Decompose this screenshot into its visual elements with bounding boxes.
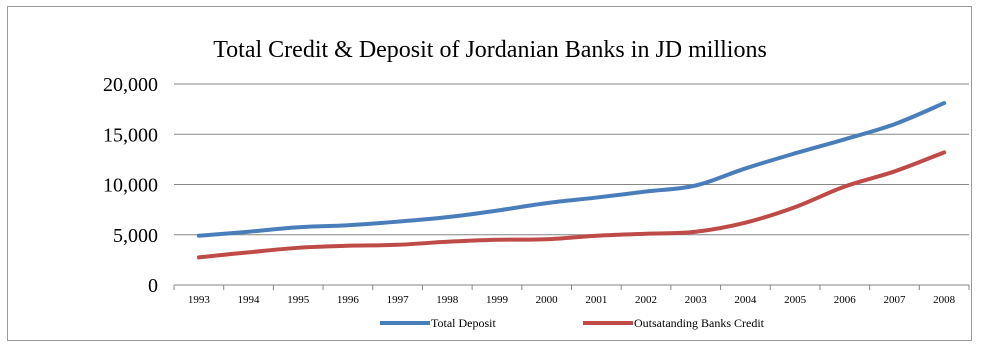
x-tick-label: 2003 (685, 294, 708, 306)
x-tick-label: 2000 (536, 294, 559, 306)
x-tick-label: 2008 (933, 294, 956, 306)
series-line-2 (196, 150, 947, 260)
x-tick-label: 2006 (834, 294, 857, 306)
series-line-1 (196, 101, 947, 238)
x-tick-label: 2004 (734, 294, 757, 306)
x-tick-label: 1995 (287, 294, 310, 306)
chart-frame: Total Credit & Deposit of Jordanian Bank… (7, 6, 972, 341)
y-tick-label: 5,000 (113, 225, 158, 247)
y-tick-label: 20,000 (103, 74, 158, 96)
y-tick-label: 0 (148, 275, 158, 297)
y-tick-label: 15,000 (103, 124, 158, 146)
gridlines (173, 83, 970, 290)
x-tick-label: 1997 (387, 294, 410, 306)
x-tick-label: 1996 (337, 294, 360, 306)
legend: Total Deposit Outsatanding Banks Credit (380, 316, 765, 330)
series-lines (196, 101, 947, 260)
x-tick-label: 2001 (585, 294, 607, 306)
x-tick-label: 1994 (238, 294, 261, 306)
x-tick-label: 1999 (486, 294, 509, 306)
x-tick-label: 1993 (188, 294, 211, 306)
y-axis-tick-labels: 0 5,000 10,000 15,000 20,000 (103, 74, 158, 297)
x-tick-label: 2002 (635, 294, 657, 306)
chart-title: Total Credit & Deposit of Jordanian Bank… (213, 37, 767, 63)
legend-label: Outsatanding Banks Credit (634, 316, 765, 330)
y-tick-label: 10,000 (103, 175, 158, 197)
x-axis-tick-labels: 1993 1994 1995 1996 1997 1998 1999 2000 2001 2002… (188, 294, 956, 306)
line-chart: Total Credit & Deposit of Jordanian Bank… (103, 37, 970, 330)
x-tick-label: 1998 (436, 294, 459, 306)
legend-label: Total Deposit (431, 316, 496, 330)
x-tick-label: 2005 (784, 294, 807, 306)
x-tick-label: 2007 (883, 294, 906, 306)
